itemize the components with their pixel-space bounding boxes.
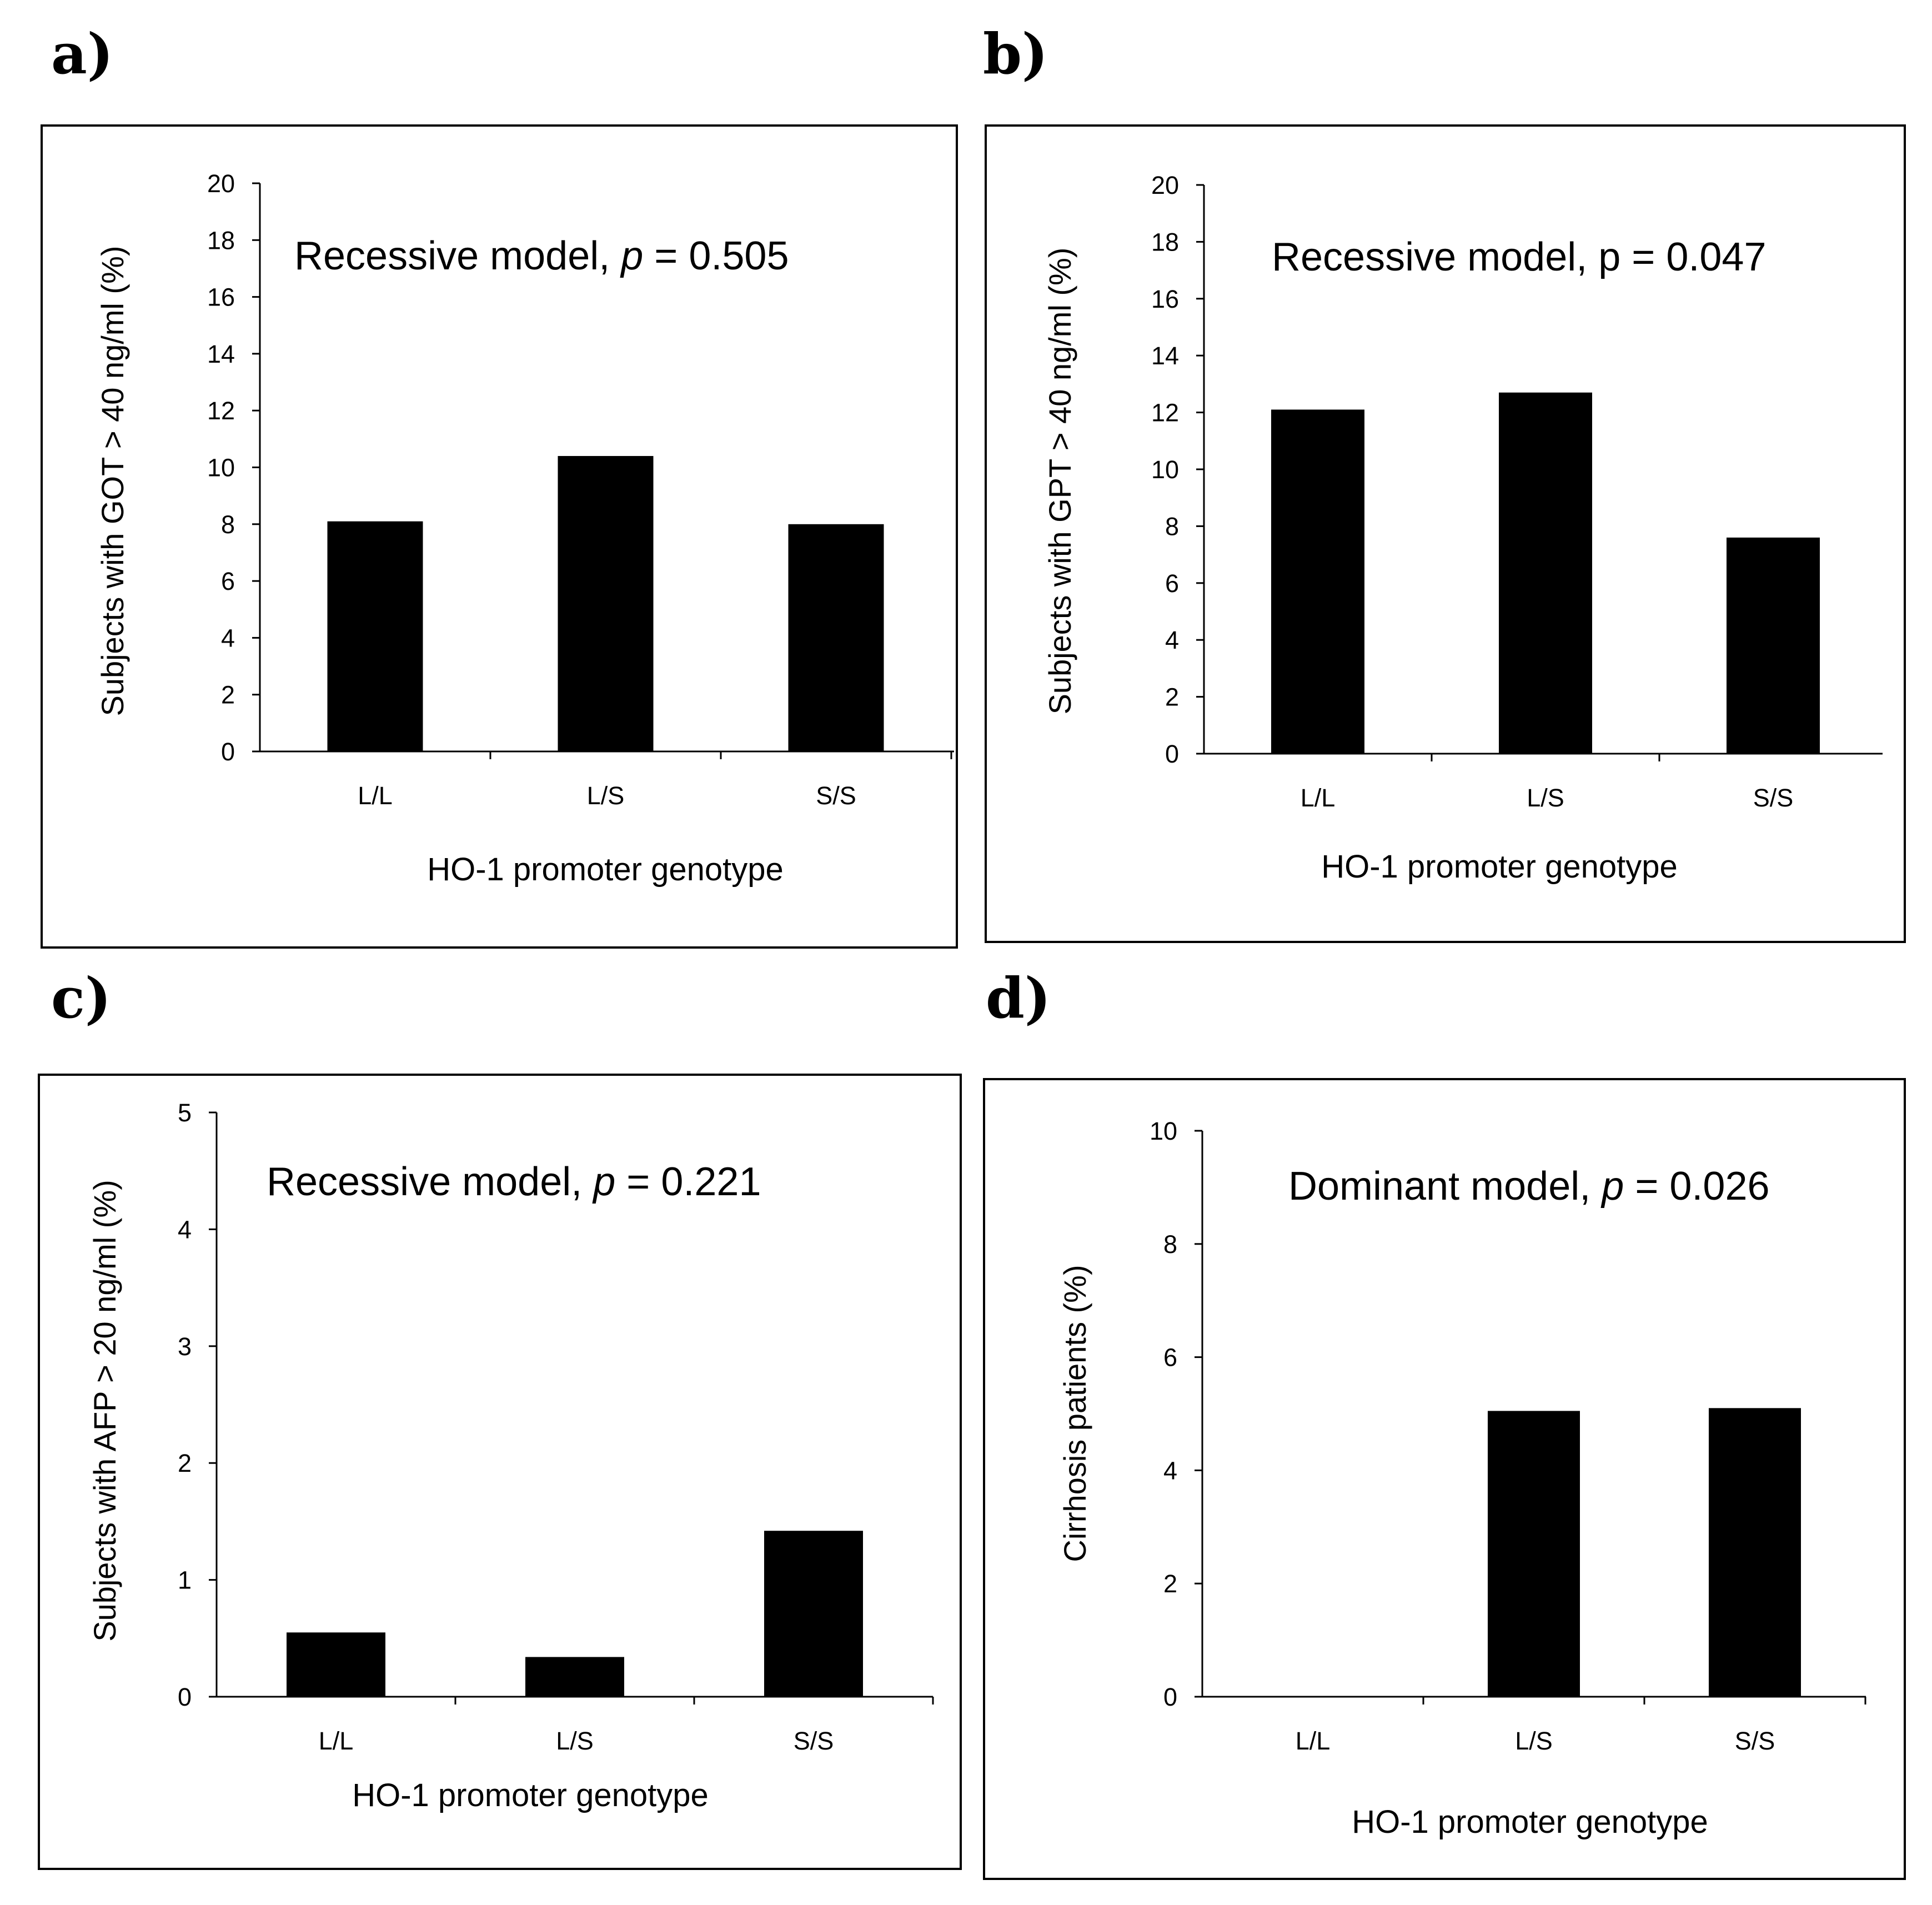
y-tick-label: 2 [221, 681, 235, 709]
p-symbol: p [592, 1160, 615, 1204]
y-axis-label: Subjects with GPT > 40 ng/ml (%) [1042, 248, 1077, 715]
y-tick-label: 10 [1150, 1117, 1177, 1145]
x-axis-label: HO-1 promoter genotype [427, 851, 784, 888]
p-value: = 0.221 [615, 1160, 761, 1204]
plot-area: 0 1 2 3 4 5 L/L L/S S/S [178, 1099, 934, 1755]
y-tick-label: 2 [1165, 683, 1179, 711]
x-category-label: S/S [1753, 784, 1794, 812]
x-axis-label: HO-1 promoter genotype [352, 1777, 709, 1813]
y-axis-label: Subjects with GOT > 40 ng/ml (%) [95, 245, 130, 716]
y-tick-label: 2 [1163, 1570, 1177, 1598]
y-tick-label: 16 [1151, 285, 1179, 313]
y-tick-label: 0 [178, 1683, 192, 1711]
y-tick-label: 5 [178, 1099, 192, 1127]
y-tick-label: 8 [1165, 512, 1179, 540]
bar-l-l [327, 521, 423, 751]
p-symbol: p [1598, 235, 1620, 279]
bar-l-l [1271, 409, 1364, 754]
panel-letter: c) [51, 965, 111, 1031]
p-value: = 0.047 [1620, 235, 1766, 279]
x-axis-label: HO-1 promoter genotype [1321, 849, 1678, 885]
p-value: = 0.505 [643, 234, 789, 278]
y-tick-label: 2 [178, 1449, 192, 1477]
y-tick-label: 18 [1151, 228, 1179, 256]
panel-c: c) Recessive model, p = 0.221 Subjects w… [38, 965, 962, 1870]
x-category-label: S/S [1735, 1727, 1775, 1755]
bar-l-s [525, 1657, 624, 1697]
plot-area: 0 2 4 6 8 10 12 14 16 18 20 L/L L/S S/S [207, 169, 954, 810]
p-value: = 0.026 [1624, 1164, 1769, 1209]
panel-b: b) Recessive model, p = 0.047 Subjects w… [983, 21, 1906, 943]
model-annotation-text: Recessive model, [294, 234, 621, 278]
bar-l-l [287, 1632, 385, 1697]
y-tick-label: 6 [1163, 1343, 1177, 1372]
panel-frame [41, 124, 958, 949]
model-annotation: Recessive model, p = 0.047 [1272, 235, 1767, 279]
y-tick-label: 18 [207, 226, 235, 254]
y-tick-label: 4 [221, 624, 235, 652]
x-category-label: L/S [1515, 1727, 1553, 1755]
y-tick-label: 20 [207, 169, 235, 198]
y-tick-label: 20 [1151, 171, 1179, 199]
x-category-label: L/L [1301, 784, 1336, 812]
model-annotation-text: Recessive model, [1272, 235, 1598, 279]
y-tick-label: 4 [178, 1215, 192, 1244]
bar-s-s [1709, 1408, 1801, 1697]
y-tick-label: 8 [221, 510, 235, 539]
model-annotation: Recessive model, p = 0.221 [267, 1160, 761, 1204]
x-category-label: L/L [358, 781, 393, 810]
x-axis-label: HO-1 promoter genotype [1352, 1804, 1708, 1840]
plot-area: 0 2 4 6 8 10 12 14 16 18 20 L/L L/S S/S [1151, 171, 1883, 812]
x-category-label: S/S [794, 1727, 834, 1755]
y-axis-label: Cirrhosis patients (%) [1057, 1265, 1092, 1562]
panel-frame [983, 1078, 1906, 1880]
plot-area: 0 2 4 6 8 10 L/L L/S S/S [1150, 1117, 1866, 1755]
y-tick-label: 0 [221, 738, 235, 766]
y-tick-label: 6 [1165, 569, 1179, 598]
y-tick-label: 12 [207, 397, 235, 425]
panel-letter: a) [51, 21, 113, 87]
x-category-label: S/S [816, 781, 856, 810]
panel-a: a) Recessive model, p = 0.505 Subjects w… [41, 21, 958, 949]
panel-letter: b) [983, 21, 1048, 87]
x-category-label: L/S [587, 781, 625, 810]
y-tick-label: 10 [207, 454, 235, 482]
y-tick-label: 0 [1163, 1683, 1177, 1711]
y-tick-label: 4 [1163, 1456, 1177, 1485]
panel-d: d) Dominant model, p = 0.026 Cirrhosis p… [983, 965, 1906, 1880]
y-tick-label: 10 [1151, 455, 1179, 484]
x-category-label: L/S [556, 1727, 594, 1755]
y-tick-label: 3 [178, 1332, 192, 1361]
p-symbol: p [1600, 1164, 1624, 1209]
y-tick-label: 6 [221, 567, 235, 595]
y-tick-label: 12 [1151, 399, 1179, 427]
y-tick-label: 4 [1165, 626, 1179, 654]
x-category-label: L/L [1296, 1727, 1331, 1755]
model-annotation: Dominant model, p = 0.026 [1288, 1164, 1770, 1209]
model-annotation-text: Recessive model, [267, 1160, 593, 1204]
bar-s-s [1727, 537, 1820, 754]
bar-s-s [788, 524, 884, 751]
bar-s-s [764, 1531, 863, 1697]
model-annotation-text: Dominant model, [1288, 1164, 1602, 1209]
y-axis-label: Subjects with AFP > 20 ng/ml (%) [87, 1180, 122, 1642]
y-tick-label: 8 [1163, 1230, 1177, 1259]
x-category-label: L/S [1527, 784, 1564, 812]
model-annotation: Recessive model, p = 0.505 [294, 234, 789, 278]
panel-letter: d) [986, 965, 1051, 1031]
p-symbol: p [620, 234, 643, 278]
y-tick-label: 16 [207, 283, 235, 312]
panel-frame [985, 124, 1906, 943]
bar-l-s [1488, 1411, 1580, 1697]
y-tick-label: 14 [207, 340, 235, 368]
y-tick-label: 0 [1165, 740, 1179, 768]
bar-l-s [558, 456, 654, 751]
x-category-label: L/L [319, 1727, 354, 1755]
y-tick-label: 1 [178, 1566, 192, 1595]
bar-l-s [1499, 392, 1592, 754]
panel-frame [38, 1074, 962, 1870]
y-tick-label: 14 [1151, 342, 1179, 370]
